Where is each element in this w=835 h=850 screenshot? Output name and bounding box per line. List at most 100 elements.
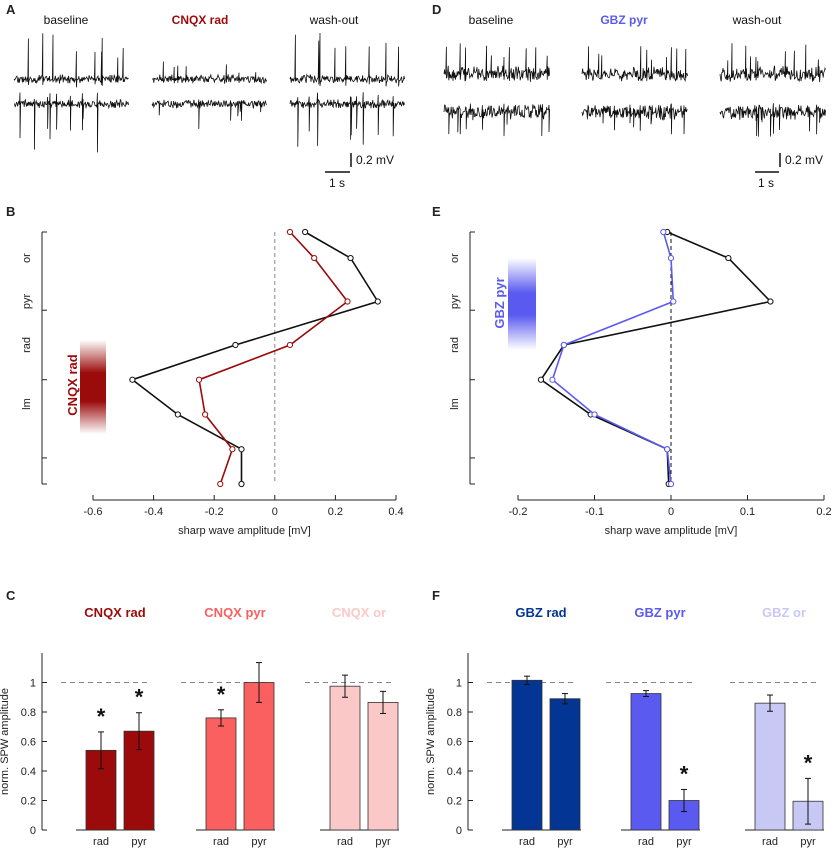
panel-d-trace-baseline-top	[443, 43, 550, 82]
category-label: rad	[93, 836, 109, 848]
data-point	[549, 376, 556, 383]
data-point	[591, 411, 598, 418]
panel-d-scalebar-h-label: 1 s	[758, 176, 774, 190]
x-axis-label: sharp wave amplitude [mV]	[605, 525, 738, 537]
bar-pyr	[243, 682, 275, 831]
category-label: pyr	[800, 836, 816, 848]
y-tick-label: 0	[30, 825, 36, 837]
panel-b-drug-application-bar	[80, 340, 106, 434]
category-label: rad	[337, 836, 353, 848]
panel-c-bar-chart: 0 0.2 0.4 0.6 0.8 1 norm. SPW amplitude CNQX ra…	[0, 605, 399, 848]
data-point	[347, 254, 354, 262]
data-point	[374, 298, 381, 305]
data-point	[286, 228, 294, 236]
panel-e-drug-label: GBZ pyr	[492, 277, 507, 328]
panel-b-profile-plot: or pyr rad lm -0.6 -0.4 -0.2 0 0.2 0.4 sharp wave …	[21, 228, 404, 537]
x-tick-label: -0.2	[205, 506, 224, 518]
group-title: GBZ rad	[515, 605, 566, 620]
panel-label-b: B	[6, 204, 15, 219]
panel-a-traces	[13, 32, 405, 153]
panel-d-trace-drug-top	[581, 46, 688, 83]
panel-d-condition-drug: GBZ pyr	[600, 13, 648, 27]
panel-d-trace-drug-bottom	[581, 103, 688, 135]
panel-d-traces	[443, 43, 826, 137]
panel-d-trace-washout-bottom	[719, 103, 826, 137]
panel-label-d: D	[432, 2, 441, 17]
data-point	[660, 228, 667, 236]
data-point	[311, 254, 318, 262]
layer-label-rad: rad	[449, 337, 461, 353]
bar-pyr	[549, 698, 581, 831]
y-axis-label: norm. SPW amplitude	[425, 688, 437, 795]
x-tick-label: 0.1	[740, 506, 755, 518]
data-point	[302, 228, 309, 236]
data-point	[174, 411, 181, 418]
x-tick-label: 0	[272, 506, 278, 518]
panel-a-trace-drug-bottom	[151, 99, 267, 130]
layer-label-lm: lm	[449, 398, 461, 410]
category-label: pyr	[131, 836, 147, 848]
series-line-gbz-pyr	[551, 231, 675, 485]
y-tick-label: 0.2	[21, 796, 36, 808]
panel-a-trace-baseline-top	[13, 33, 129, 88]
layer-label-or: or	[21, 253, 33, 263]
panel-a-scalebar-v-label: 0.2 mV	[356, 153, 394, 167]
category-label: rad	[213, 836, 229, 848]
x-tick-label: 0.2	[816, 506, 831, 518]
layer-label-lm: lm	[21, 398, 33, 410]
y-tick-label: 0.4	[447, 766, 462, 778]
layer-label-pyr: pyr	[21, 294, 33, 310]
data-point	[238, 480, 245, 488]
y-axis-label: norm. SPW amplitude	[0, 688, 11, 795]
data-point	[217, 480, 224, 488]
layer-label-or: or	[449, 253, 461, 263]
series-line-cnqx-rad	[198, 231, 349, 485]
group-title: CNQX rad	[84, 605, 145, 620]
panel-a-trace-baseline-bottom	[13, 92, 129, 153]
panel-d-trace-baseline-bottom	[443, 103, 550, 137]
data-point	[560, 341, 568, 349]
panel-f-bar-chart: 0 0.2 0.4 0.6 0.8 1 norm. SPW amplitude GBZ rad…	[425, 605, 824, 848]
data-point	[238, 446, 245, 453]
panel-b-drug-label: CNQX rad	[65, 354, 80, 415]
data-point	[667, 480, 675, 488]
panel-a-condition-drug: CNQX rad	[172, 13, 229, 27]
category-label: rad	[638, 836, 654, 848]
data-point	[537, 376, 545, 383]
panel-d-scalebar-v-label: 0.2 mV	[785, 153, 823, 167]
data-point	[725, 254, 732, 262]
panel-label-c: C	[6, 588, 16, 603]
bar-rad	[630, 693, 662, 831]
x-tick-label: 0	[668, 506, 674, 518]
category-label: pyr	[251, 836, 267, 848]
y-tick-label: 0.8	[447, 707, 462, 719]
significance-star: *	[97, 704, 106, 729]
series-line-baseline	[130, 231, 380, 484]
group-title: CNQX pyr	[204, 605, 265, 620]
panel-a-trace-drug-top	[151, 61, 267, 85]
x-tick-label: 0.2	[328, 506, 343, 518]
y-tick-label: 0.8	[21, 707, 36, 719]
panel-a-scalebar-h-label: 1 s	[329, 176, 345, 190]
data-point	[767, 298, 774, 305]
data-point	[286, 341, 294, 349]
x-tick-label: -0.6	[84, 506, 103, 518]
data-point	[670, 298, 677, 305]
layer-label-pyr: pyr	[449, 294, 461, 310]
category-label: pyr	[557, 836, 573, 848]
category-label: pyr	[676, 836, 692, 848]
data-point	[229, 446, 236, 453]
category-label: pyr	[375, 836, 391, 848]
panel-label-a: A	[6, 2, 16, 17]
group-title: GBZ or	[762, 605, 806, 620]
y-tick-label: 1	[30, 678, 36, 690]
group-title: CNQX or	[332, 605, 386, 620]
panel-d-condition-washout: wash-out	[732, 13, 782, 27]
panel-label-e: E	[432, 204, 441, 219]
x-axis-label: sharp wave amplitude [mV]	[178, 525, 311, 537]
y-tick-label: 0.6	[447, 737, 462, 749]
series-line-baseline	[539, 231, 773, 485]
panel-a-condition-washout: wash-out	[309, 13, 359, 27]
category-label: rad	[519, 836, 535, 848]
y-tick-label: 0.4	[21, 766, 36, 778]
